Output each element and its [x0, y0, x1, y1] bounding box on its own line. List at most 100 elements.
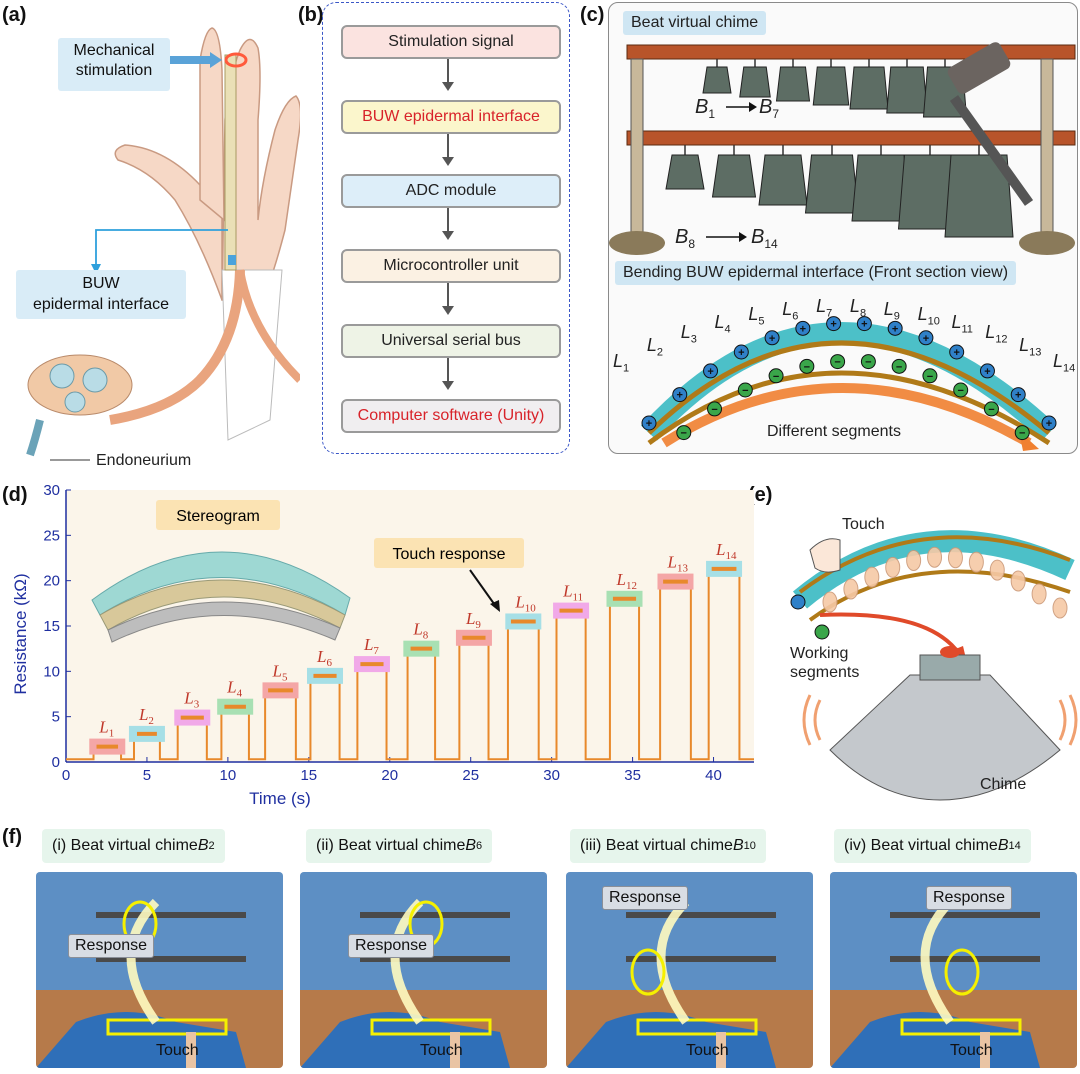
flow-step-label: Microcontroller unit — [383, 257, 519, 274]
segment-label-5: L5 — [748, 304, 765, 328]
flow-arrow — [442, 358, 454, 390]
flow-arrow — [442, 59, 454, 91]
flow-arrow — [442, 208, 454, 240]
b-range-bottom-start: B8 — [675, 226, 696, 251]
x-tick-label: 20 — [381, 767, 398, 784]
x-tick-label: 5 — [143, 767, 151, 784]
flow-step-computer-software: Computer software (Unity) — [341, 399, 561, 433]
chime-touch-illustration — [790, 530, 1078, 801]
x-tick-label: 30 — [543, 767, 560, 784]
photo-scene — [36, 872, 283, 1068]
plot-area — [66, 490, 754, 762]
svg-text:−: − — [742, 385, 748, 397]
y-tick-label: 30 — [43, 482, 60, 499]
endoneurium-label: Endoneurium — [96, 452, 192, 469]
caption-iii: (iii) Beat virtual chime B 10 — [570, 829, 766, 863]
touch-label: Touch — [950, 1042, 993, 1059]
response-label: Response — [68, 934, 155, 958]
svg-text:+: + — [953, 347, 959, 359]
buw-interface-callout: BUW epidermal interface — [16, 270, 186, 319]
photo-3: Response Touch — [566, 872, 813, 1068]
flow-step-label: Universal serial bus — [381, 332, 521, 349]
charge-markers: +−+−+−+−+−+−+−+−+−+−+−+−+−+− — [641, 316, 1057, 441]
x-tick-label: 40 — [705, 767, 722, 784]
svg-text:+: + — [707, 366, 713, 378]
flow-arrow — [442, 134, 454, 166]
y-tick-label: 0 — [52, 754, 60, 771]
svg-text:+: + — [861, 319, 867, 331]
b-range-bottom-end: B14 — [751, 226, 778, 251]
y-axis-label: Resistance (kΩ) — [11, 573, 30, 694]
segment-label-2: L2 — [646, 335, 663, 359]
callout-line-1: BUW — [82, 275, 120, 292]
touch-label: Touch — [686, 1042, 729, 1059]
flow-step-microcontroller: Microcontroller unit — [341, 249, 561, 283]
stereogram-illustration — [91, 551, 351, 643]
segment-label-12: L12 — [985, 322, 1008, 346]
response-label: Response — [602, 886, 689, 910]
panel-label-f: (f) — [2, 826, 22, 848]
hand-illustration — [26, 27, 300, 461]
y-tick-label: 15 — [43, 618, 60, 635]
working-segments-label: Working segments — [790, 644, 859, 682]
photo-2: Response Touch — [300, 872, 547, 1068]
segment-label-10: L10 — [917, 304, 940, 328]
y-tick-label: 20 — [43, 573, 60, 590]
svg-text:−: − — [1019, 428, 1025, 440]
y-tick-label: 25 — [43, 527, 60, 544]
callout-line-1: Mechanical — [73, 42, 155, 59]
touch-label-e: Touch — [842, 516, 885, 533]
flowchart: Stimulation signal BUW epidermal interfa… — [322, 2, 570, 454]
working-segments-line-1: Working — [790, 645, 849, 662]
flow-step-label: Stimulation signal — [388, 33, 514, 50]
segment-label-14: L14 — [1053, 351, 1076, 375]
mechanical-stimulation-callout: Mechanical stimulation — [58, 38, 170, 91]
panel-label-d: (d) — [2, 484, 28, 506]
svg-text:−: − — [927, 371, 933, 383]
panel-label-e: (e) — [748, 484, 773, 506]
x-tick-label: 15 — [300, 767, 317, 784]
x-axis-label: Time (s) — [249, 789, 311, 808]
photo-4: Response Touch — [830, 872, 1077, 1068]
stereogram-tag-bg — [156, 500, 280, 530]
chime-panel: +−+−+−+−+−+−+−+−+−+−+−+−+−+− Beat virtua… — [608, 2, 1078, 454]
beat-chime-title: Beat virtual chime — [623, 11, 767, 35]
touch-label: Touch — [420, 1042, 463, 1059]
caption-iv: (iv) Beat virtual chime B 14 — [834, 829, 1031, 863]
svg-text:−: − — [681, 428, 687, 440]
flow-step-label: Computer software (Unity) — [357, 407, 545, 424]
svg-text:+: + — [1046, 418, 1052, 430]
b-range-top-start: B1 — [695, 96, 716, 121]
y-tick-label: 10 — [43, 663, 60, 680]
flow-step-stimulation-signal: Stimulation signal — [341, 25, 561, 59]
svg-text:+: + — [1015, 390, 1021, 402]
panel-label-a: (a) — [2, 4, 27, 26]
svg-text:−: − — [773, 371, 779, 383]
segment-label-8: L8 — [849, 296, 867, 320]
svg-text:−: − — [804, 361, 810, 373]
callout-line-2: epidermal interface — [32, 296, 170, 313]
photo-scene — [300, 872, 547, 1068]
svg-text:−: − — [711, 404, 717, 416]
x-tick-label: 0 — [62, 767, 70, 784]
response-label: Response — [348, 934, 435, 958]
stereogram-tag: Stereogram — [176, 508, 260, 525]
svg-text:+: + — [738, 347, 744, 359]
panel-label-c: (c) — [580, 4, 605, 26]
svg-text:+: + — [892, 323, 898, 335]
segment-label-3: L3 — [680, 322, 697, 346]
svg-text:+: + — [830, 319, 836, 331]
svg-text:−: − — [896, 361, 902, 373]
touch-response-arrowhead — [490, 600, 500, 612]
flow-step-usb: Universal serial bus — [341, 324, 561, 358]
x-tick-label: 10 — [220, 767, 237, 784]
chime-label: Chime — [980, 776, 1027, 793]
different-segments-label: Different segments — [767, 423, 901, 440]
svg-text:−: − — [865, 357, 871, 369]
svg-text:−: − — [988, 404, 994, 416]
callout-line-2: stimulation — [75, 62, 153, 79]
resistance-trace — [66, 567, 754, 761]
bottom-bell-row — [665, 145, 1014, 238]
flow-step-adc-module: ADC module — [341, 174, 561, 208]
